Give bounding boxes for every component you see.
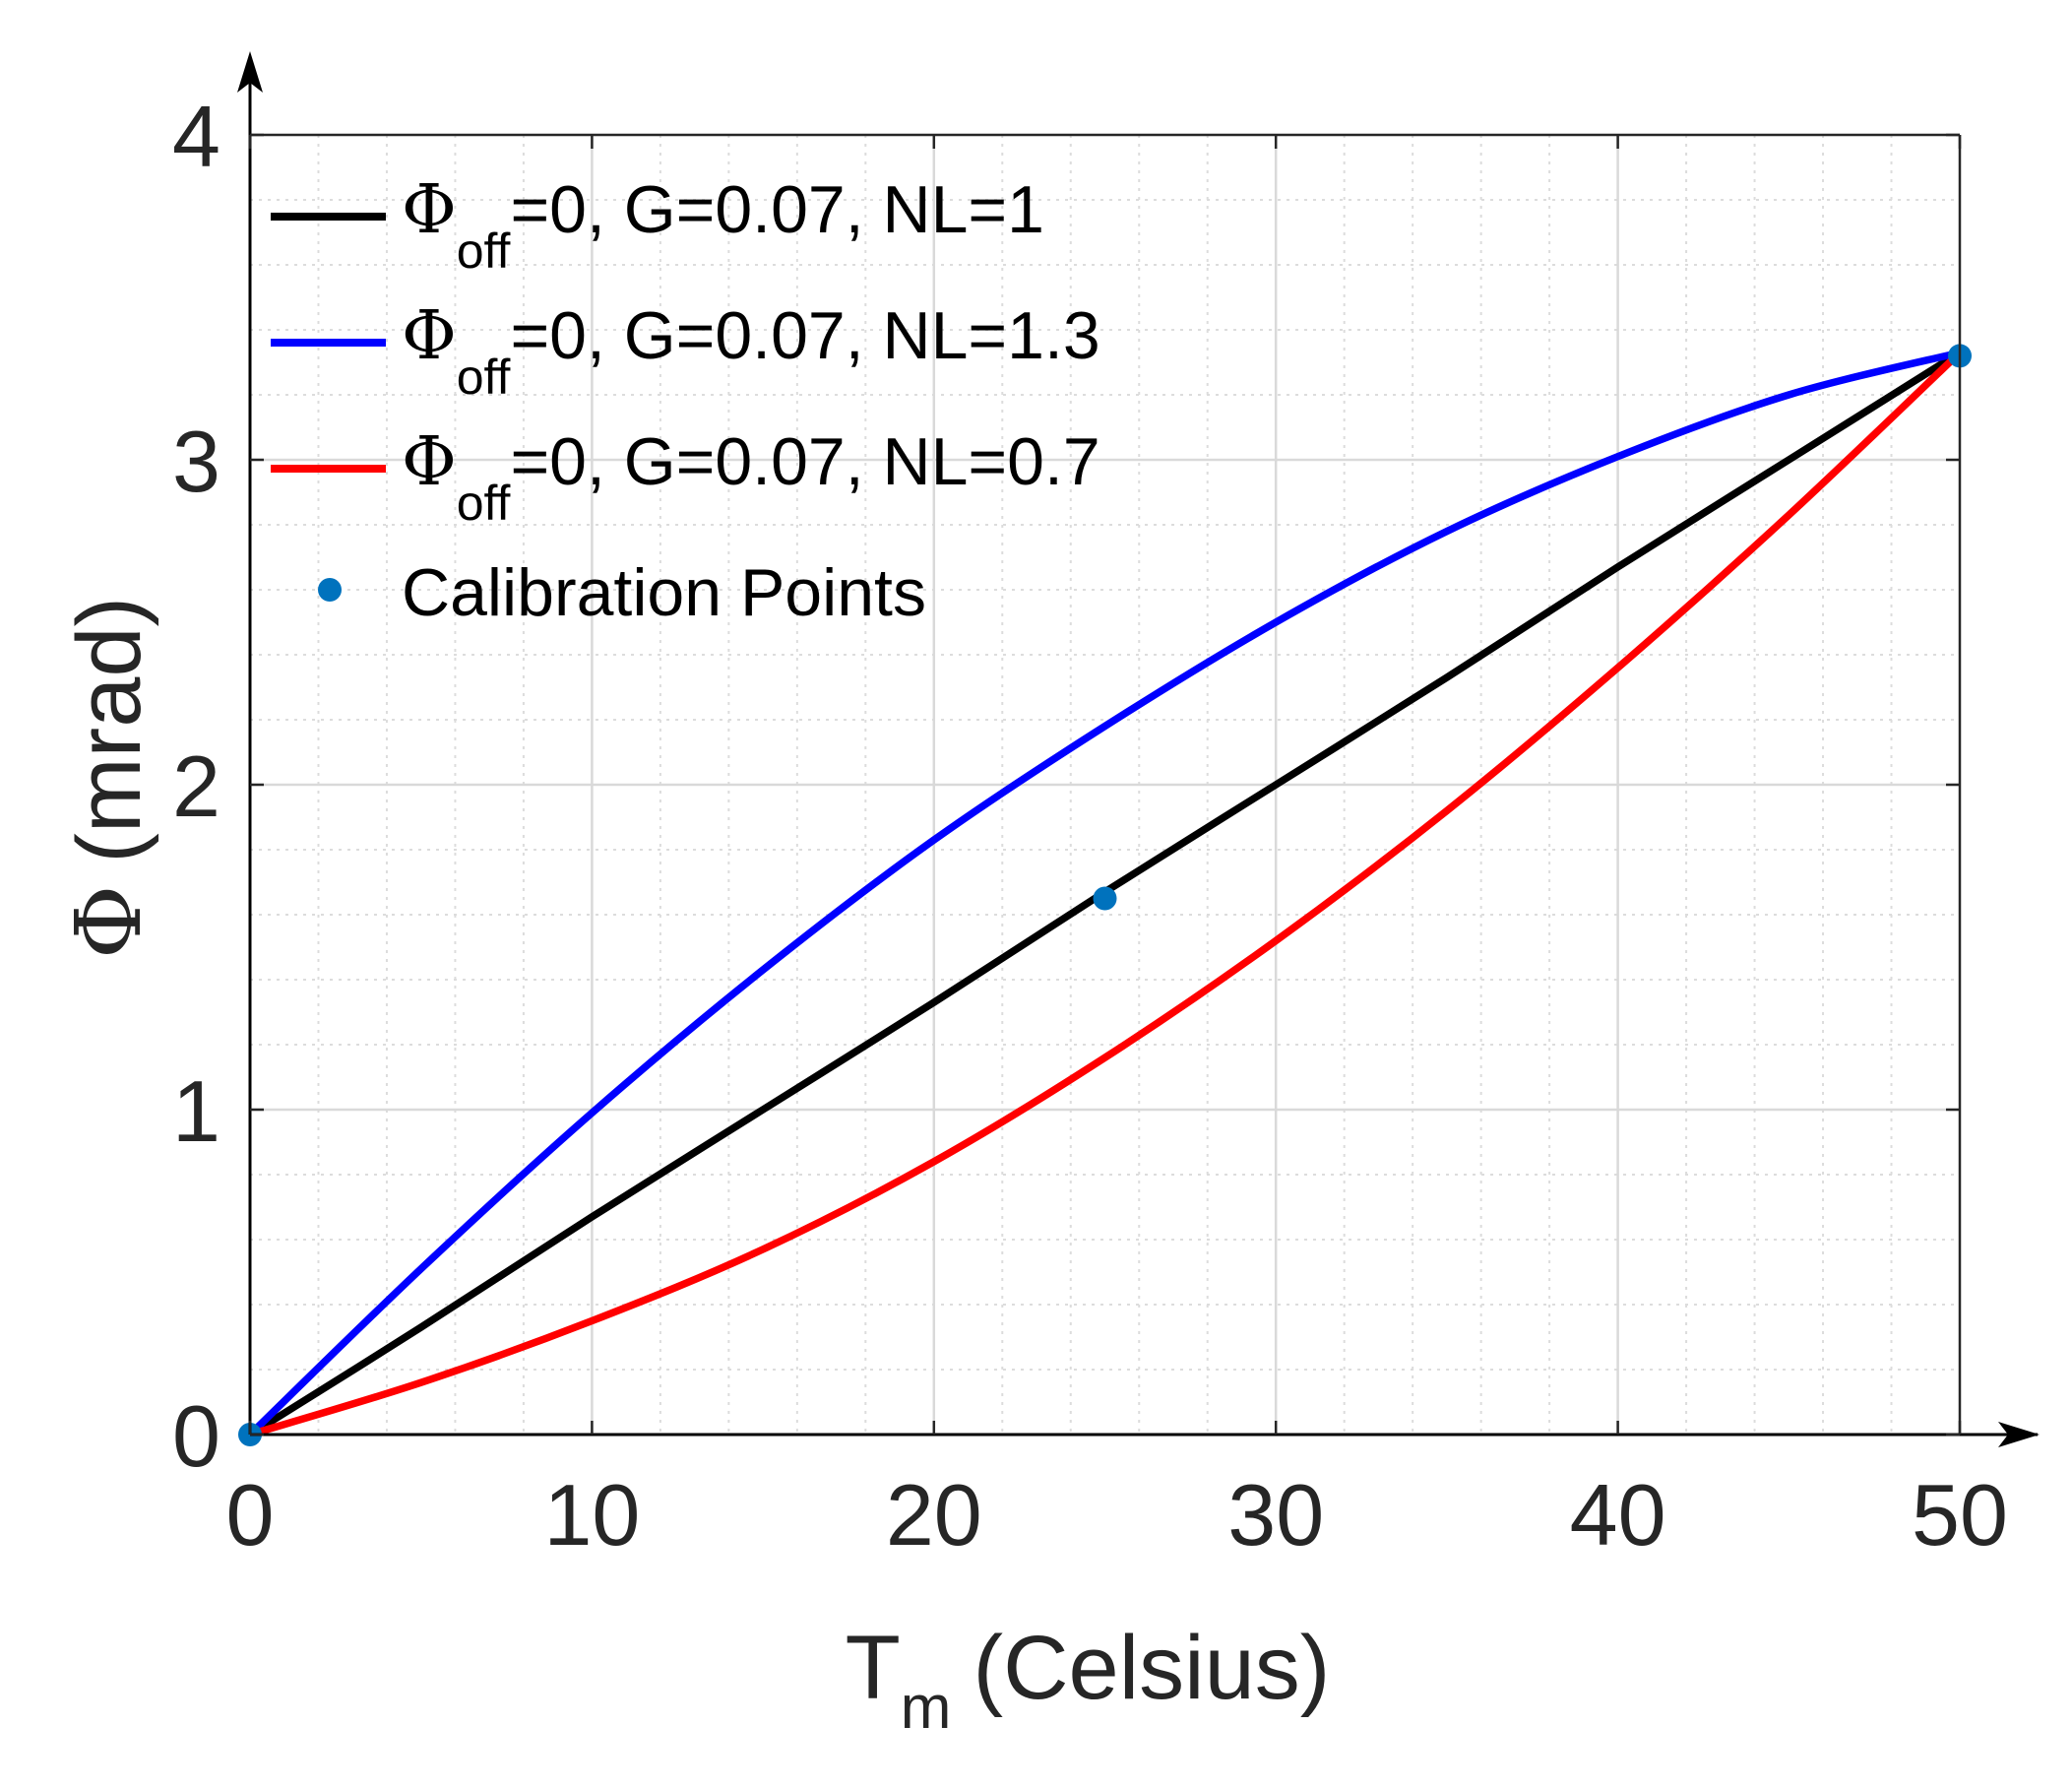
y-axis-symbol: Φ (56, 885, 161, 959)
legend-swatch-calibration (318, 578, 342, 602)
x-tick-label: 40 (1570, 1466, 1666, 1564)
y-tick-label: 3 (172, 413, 220, 510)
y-tick-label: 2 (172, 737, 220, 835)
x-axis-symbol: T (846, 1618, 901, 1718)
x-tick-label: 20 (886, 1466, 982, 1564)
x-axis-arrow (1998, 1422, 2040, 1447)
legend-subscript: off (457, 476, 511, 531)
x-tick-label: 10 (543, 1466, 640, 1564)
legend-phi: Φ (402, 171, 457, 249)
x-tick-label: 0 (226, 1466, 275, 1564)
legend-subscript: off (457, 350, 511, 405)
y-tick-labels: 0 1 2 3 4 (172, 88, 220, 1485)
y-tick-label: 4 (172, 88, 220, 185)
calibration-points (238, 344, 1972, 1446)
y-tick-label: 0 (172, 1387, 220, 1485)
y-axis-unit: (mrad) (59, 597, 159, 863)
legend-subscript: off (457, 224, 511, 279)
legend-label-calibration: Calibration Points (402, 555, 926, 630)
legend-rest: =0, G=0.07, NL=1 (510, 172, 1044, 247)
legend-label-0: Φoff=0, G=0.07, NL=1 (402, 171, 1044, 279)
x-axis-unit: (Celsius) (973, 1618, 1330, 1718)
x-tick-labels: 0 10 20 30 40 50 (226, 1466, 2008, 1564)
calibration-point (1093, 886, 1117, 911)
legend-phi: Φ (402, 423, 457, 501)
y-axis-title: Φ (mrad) (56, 597, 161, 959)
series-line-1 (246, 349, 1964, 1438)
minor-grid (250, 135, 1960, 1435)
legend-rest: =0, G=0.07, NL=1.3 (510, 298, 1099, 373)
legend-rest: =0, G=0.07, NL=0.7 (510, 424, 1099, 499)
x-axis-title: Tm (Celsius) (846, 1618, 1331, 1742)
legend-label-1: Φoff=0, G=0.07, NL=1.3 (402, 297, 1100, 405)
x-tick-label: 50 (1912, 1466, 2008, 1564)
y-tick-label: 1 (172, 1062, 220, 1160)
y-axis-arrow (237, 51, 263, 93)
axes (237, 51, 2040, 1447)
x-axis-subscript: m (901, 1674, 952, 1742)
legend-phi: Φ (402, 297, 457, 375)
x-tick-label: 30 (1227, 1466, 1324, 1564)
legend-label-2: Φoff=0, G=0.07, NL=0.7 (402, 423, 1100, 531)
series-line-2 (246, 349, 1964, 1438)
